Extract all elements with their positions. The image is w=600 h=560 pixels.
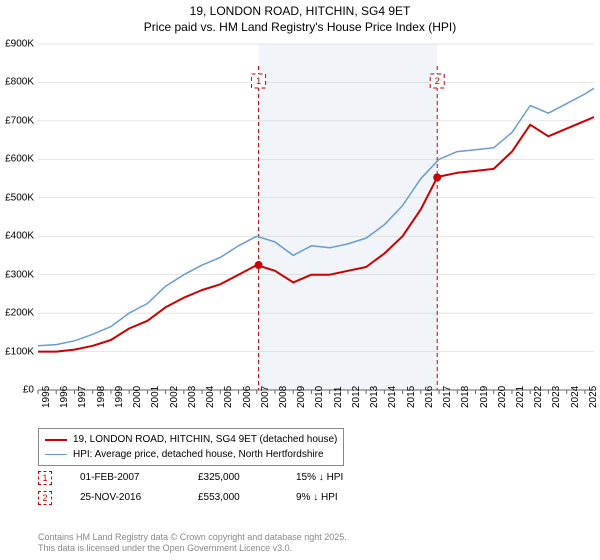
legend-row: 19, LONDON ROAD, HITCHIN, SG4 9ET (detac… — [45, 432, 337, 447]
ytick-label: £900K — [0, 39, 34, 50]
legend-swatch — [45, 454, 67, 456]
sale-date: 25-NOV-2016 — [80, 488, 170, 508]
sales-table: 1 01-FEB-2007 £325,000 15% ↓ HPI 2 25-NOV-201… — [38, 468, 376, 508]
svg-text:1: 1 — [256, 76, 261, 86]
ytick-label: £400K — [0, 231, 34, 242]
ytick-label: £600K — [0, 154, 34, 165]
sale-marker-box: 1 — [38, 471, 52, 485]
xtick-label: 2003 — [187, 386, 198, 408]
xtick-label: 2020 — [497, 386, 508, 408]
sale-marker-box: 2 — [38, 491, 52, 505]
ytick-label: £200K — [0, 308, 34, 319]
chart-area: 12 £0£100K£200K£300K£400K£500K£600K£700K… — [0, 40, 600, 420]
xtick-label: 2006 — [242, 386, 253, 408]
xtick-label: 2024 — [570, 386, 581, 408]
xtick-label: 1996 — [59, 386, 70, 408]
ytick-label: £100K — [0, 346, 34, 357]
sale-date: 01-FEB-2007 — [80, 468, 170, 488]
xtick-label: 2007 — [260, 386, 271, 408]
xtick-label: 2016 — [424, 386, 435, 408]
xtick-label: 2010 — [314, 386, 325, 408]
ytick-label: £800K — [0, 77, 34, 88]
xtick-label: 1999 — [114, 386, 125, 408]
ytick-label: £0 — [0, 385, 34, 396]
ytick-label: £700K — [0, 115, 34, 126]
xtick-label: 2015 — [406, 386, 417, 408]
legend-box: 19, LONDON ROAD, HITCHIN, SG4 9ET (detac… — [38, 428, 344, 466]
xtick-label: 2023 — [551, 386, 562, 408]
xtick-label: 2019 — [479, 386, 490, 408]
svg-text:2: 2 — [435, 76, 440, 86]
sale-price: £553,000 — [198, 488, 268, 508]
ytick-label: £500K — [0, 192, 34, 203]
xtick-label: 2011 — [333, 386, 344, 408]
title-line1: 19, LONDON ROAD, HITCHIN, SG4 9ET — [0, 4, 600, 20]
xtick-label: 2022 — [533, 386, 544, 408]
sale-price: £325,000 — [198, 468, 268, 488]
xtick-label: 2002 — [169, 386, 180, 408]
title-block: 19, LONDON ROAD, HITCHIN, SG4 9ET Price … — [0, 0, 600, 35]
chart-container: 19, LONDON ROAD, HITCHIN, SG4 9ET Price … — [0, 0, 600, 560]
footer-line1: Contains HM Land Registry data © Crown c… — [38, 532, 347, 543]
legend-swatch — [45, 439, 67, 441]
title-line2: Price paid vs. HM Land Registry's House … — [0, 20, 600, 36]
xtick-label: 2021 — [515, 386, 526, 408]
legend-label: 19, LONDON ROAD, HITCHIN, SG4 9ET (detac… — [73, 432, 337, 447]
legend-row: HPI: Average price, detached house, Nort… — [45, 447, 337, 462]
footer-line2: This data is licensed under the Open Gov… — [38, 543, 347, 554]
xtick-label: 1995 — [41, 386, 52, 408]
xtick-label: 1997 — [77, 386, 88, 408]
sales-row: 1 01-FEB-2007 £325,000 15% ↓ HPI — [38, 468, 376, 488]
xtick-label: 2005 — [223, 386, 234, 408]
sale-hpi-diff: 15% ↓ HPI — [296, 468, 376, 488]
xtick-label: 2018 — [460, 386, 471, 408]
xtick-label: 2009 — [296, 386, 307, 408]
xtick-label: 2014 — [387, 386, 398, 408]
xtick-label: 2013 — [369, 386, 380, 408]
xtick-label: 2008 — [278, 386, 289, 408]
legend-label: HPI: Average price, detached house, Nort… — [73, 447, 324, 462]
sales-row: 2 25-NOV-2016 £553,000 9% ↓ HPI — [38, 488, 376, 508]
xtick-label: 2012 — [351, 386, 362, 408]
ytick-label: £300K — [0, 269, 34, 280]
footer: Contains HM Land Registry data © Crown c… — [38, 532, 347, 554]
xtick-label: 2004 — [205, 386, 216, 408]
xtick-label: 1998 — [96, 386, 107, 408]
chart-svg: 12 — [0, 40, 600, 420]
xtick-label: 2025 — [588, 386, 599, 408]
xtick-label: 2000 — [132, 386, 143, 408]
xtick-label: 2017 — [442, 386, 453, 408]
xtick-label: 2001 — [150, 386, 161, 408]
sale-hpi-diff: 9% ↓ HPI — [296, 488, 376, 508]
